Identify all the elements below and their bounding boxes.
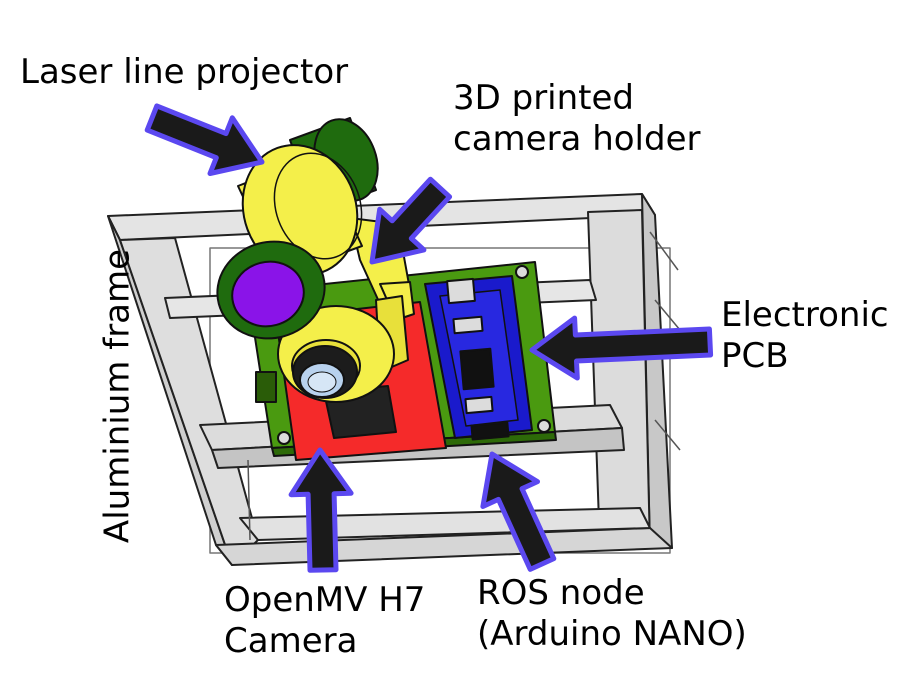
camera-holder: [277, 217, 415, 403]
label-ros-line-1: ROS node: [477, 573, 645, 613]
label-electronic-pcb: Electronic PCB: [721, 295, 889, 377]
label-camera-line-2: Camera: [224, 621, 358, 661]
laser-projector: [216, 117, 379, 340]
label-laser-text: Laser line projector: [20, 52, 349, 92]
label-ros-node: ROS node (Arduino NANO): [477, 573, 747, 655]
label-laser-line-projector: Laser line projector: [20, 52, 348, 93]
arrow-openmv-camera: [288, 447, 354, 573]
label-frame-text: Aluminium frame: [97, 248, 138, 544]
label-holder-line-1: 3D printed: [453, 78, 635, 118]
label-camera-holder: 3D printed camera holder: [453, 78, 700, 160]
label-pcb-line-1: Electronic: [721, 295, 889, 335]
label-openmv-camera: OpenMV H7 Camera: [224, 580, 425, 662]
arduino-nano-board: [424, 275, 533, 441]
label-aluminium-frame: Aluminium frame: [98, 249, 139, 543]
arrow-ros-node: [480, 451, 557, 572]
arrow-camera-holder: [369, 176, 453, 265]
label-pcb-line-2: PCB: [721, 336, 789, 376]
callout-arrows: [144, 103, 714, 573]
arrow-electronic-pcb: [529, 315, 714, 381]
label-camera-line-1: OpenMV H7: [224, 580, 426, 620]
label-holder-line-2: camera holder: [453, 119, 701, 159]
arrow-laser-projector: [144, 103, 265, 176]
label-ros-line-2: (Arduino NANO): [477, 614, 747, 654]
